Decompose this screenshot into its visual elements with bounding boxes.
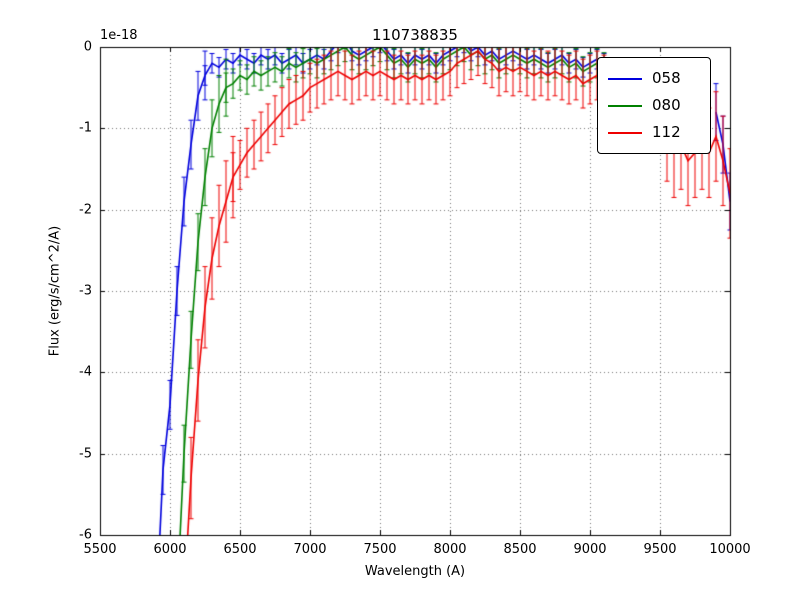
x-tick-label: 5500 [83,542,117,557]
y-tick-label: -5 [79,446,92,462]
x-tick-label: 8500 [503,542,537,557]
y-tick-label: -6 [79,527,92,543]
x-tick-label: 10000 [709,542,751,557]
x-tick-label: 7000 [293,542,327,557]
legend-entry-058: 058 [608,65,700,92]
legend-line-sample-112 [608,131,642,134]
legend-label: 112 [652,123,681,141]
y-tick-label: -4 [79,364,92,380]
legend-entry-080: 080 [608,92,700,119]
legend-entry-112: 112 [608,119,700,146]
chart-title: 110738835 [372,26,458,44]
x-tick-label: 9500 [643,542,677,557]
legend-line-sample-058 [608,77,642,80]
x-tick-label: 6500 [223,542,257,557]
y-tick-label: -1 [79,120,92,136]
y-tick-label: -2 [79,202,92,218]
x-tick-label: 9000 [573,542,607,557]
y-axis-offset-label: 1e-18 [100,28,138,43]
legend-line-sample-080 [608,104,642,107]
legend-label: 058 [652,69,681,87]
x-tick-label: 7500 [363,542,397,557]
x-tick-label: 6000 [153,542,187,557]
x-axis-label: Wavelength (A) [364,564,466,579]
y-tick-label: 0 [83,39,92,55]
legend-label: 080 [652,96,681,114]
y-tick-label: -3 [79,283,92,299]
x-tick-label: 8000 [433,542,467,557]
legend: 058 080 112 [597,57,711,154]
